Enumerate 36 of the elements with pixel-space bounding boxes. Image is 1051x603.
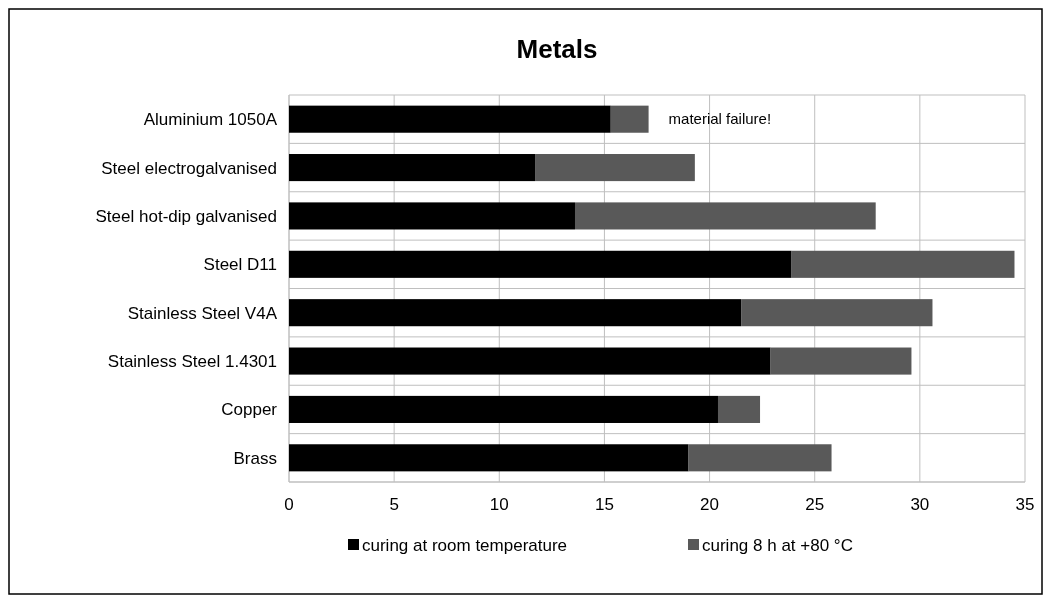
chart-title: Metals: [516, 34, 598, 64]
legend-label: curing at room temperature: [362, 535, 568, 555]
y-tick-label: Steel electrogalvanised: [101, 158, 277, 178]
bar: [688, 444, 832, 472]
bar: [289, 347, 771, 375]
bar: [289, 395, 718, 423]
y-tick-label: Stainless Steel V4A: [127, 303, 278, 323]
y-tick-label: Steel D11: [203, 255, 277, 275]
x-tick-label: 20: [700, 495, 720, 514]
y-tick-label: Copper: [221, 400, 278, 420]
x-tick-label: 30: [910, 495, 930, 514]
annotation: material failure!: [668, 110, 772, 128]
bar: [289, 299, 742, 327]
bar: [289, 444, 689, 472]
y-tick-label: Brass: [233, 448, 277, 468]
y-tick-label: Stainless Steel 1.4301: [107, 352, 277, 372]
bar: [717, 395, 761, 423]
x-tick-label: 10: [489, 495, 509, 514]
x-tick-label: 5: [389, 495, 399, 514]
x-tick-label: 35: [1015, 495, 1035, 514]
x-tick-label: 25: [805, 495, 825, 514]
y-tick-label: Aluminium 1050A: [143, 110, 278, 130]
bar: [791, 250, 1015, 278]
bar: [770, 347, 912, 375]
bar: [289, 202, 575, 230]
bar: [535, 154, 695, 182]
bar: [741, 299, 933, 327]
bar: [289, 105, 611, 133]
bar: [610, 105, 649, 133]
x-tick-label: 0: [284, 495, 294, 514]
bar: [574, 202, 876, 230]
x-tick-label: 15: [594, 495, 614, 514]
bar: [289, 250, 792, 278]
legend-label: curing 8 h at +80 °C: [702, 535, 853, 555]
y-tick-label: Steel hot-dip galvanised: [95, 206, 277, 226]
bar: [289, 154, 536, 182]
